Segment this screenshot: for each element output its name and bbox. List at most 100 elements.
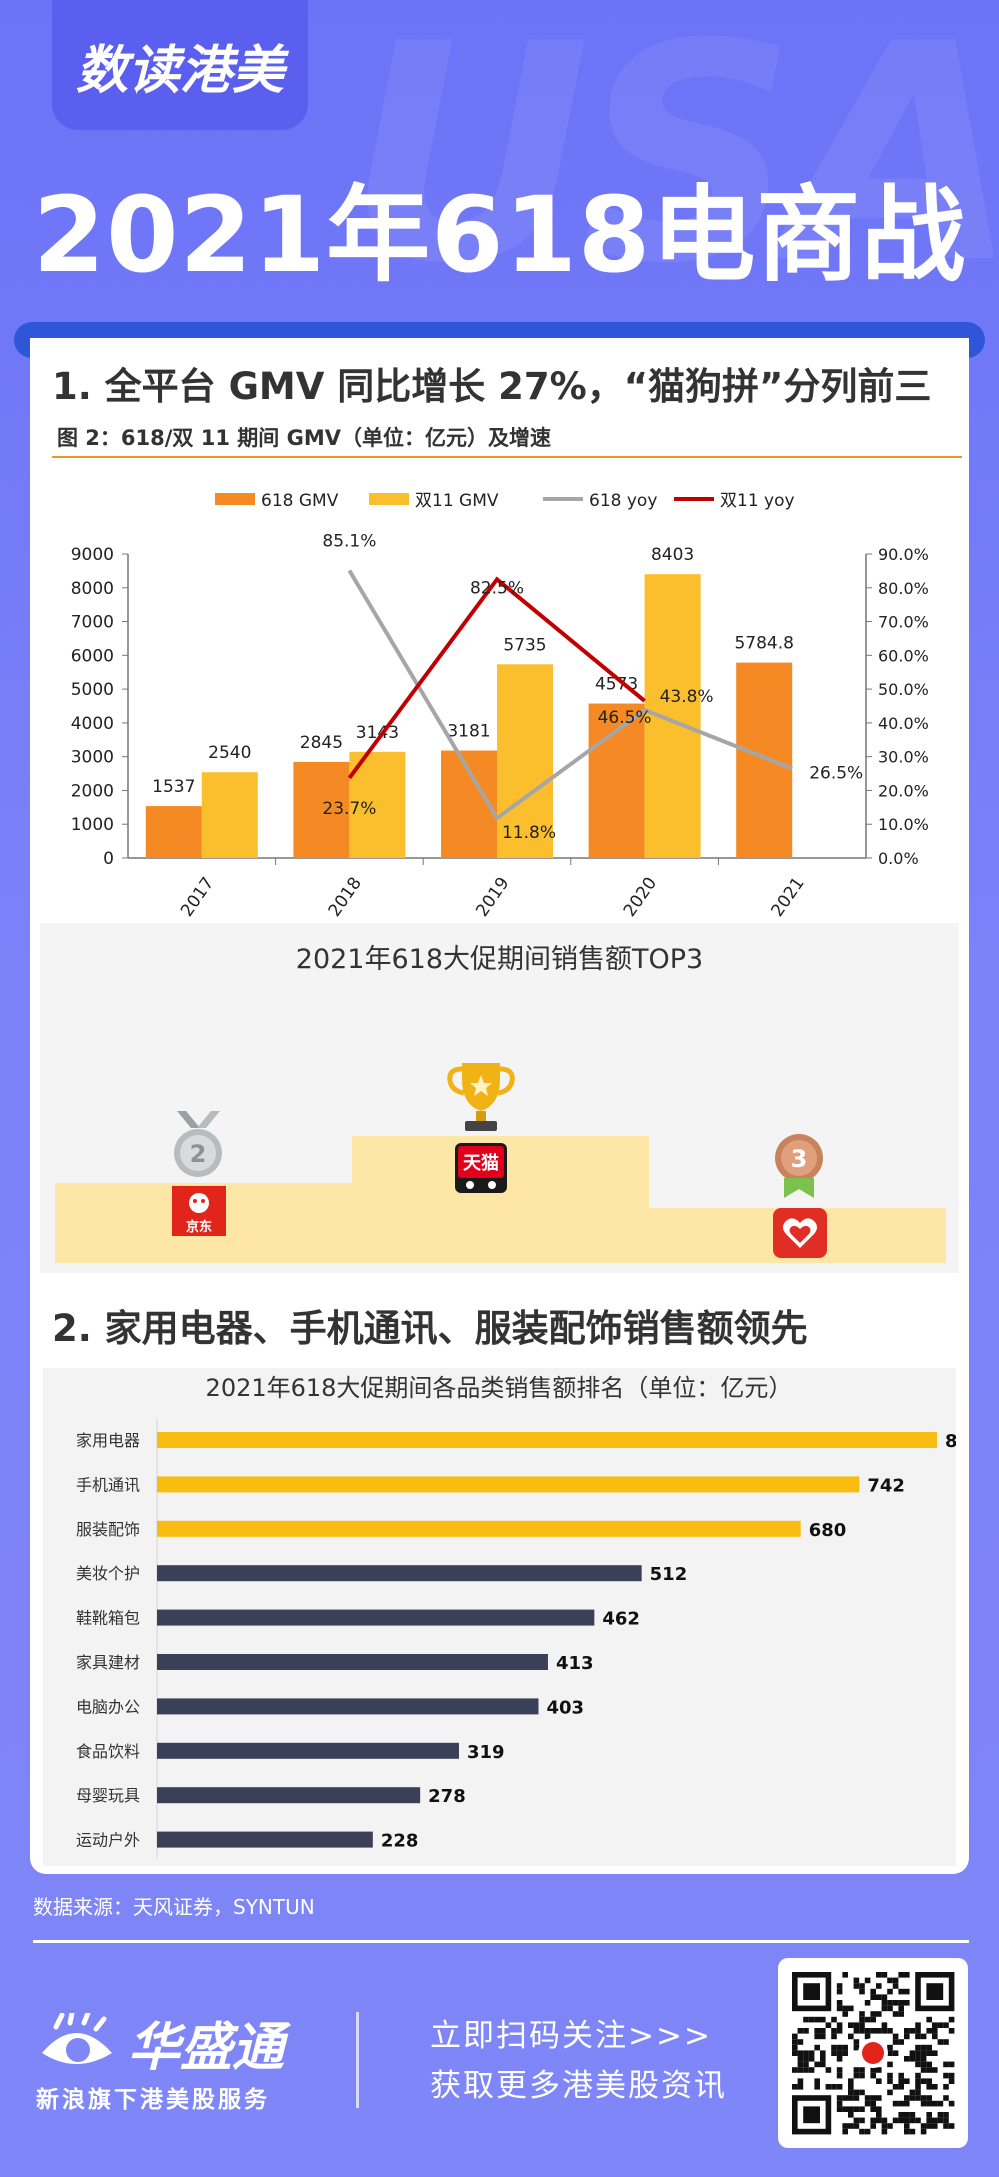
legend-label: 双11 yoy [720,491,795,511]
category-value: 512 [650,1564,688,1585]
category-bar [157,1476,860,1493]
y-tick-label-right: 50.0% [878,680,929,699]
data-source: 数据来源：天风证券，SYNTUN [33,1895,315,1919]
category-bar [157,1787,421,1804]
category-value: 462 [602,1609,640,1630]
tmall-logo: 天猫 [455,1143,507,1193]
category-value: 680 [809,1520,847,1541]
y-tick-label-left: 9000 [71,545,114,565]
legend-label: 618 GMV [261,491,339,511]
cta-scan: 立即扫码关注>>> [430,2018,712,2054]
legend-swatch [215,493,255,505]
legend-swatch [369,493,409,505]
x-tick-label: 2018 [325,874,366,920]
category-label: 服装配饰 [76,1520,140,1539]
category-label: 食品饮料 [76,1742,140,1761]
podium-graphic: 天猫 2 京东 3 [55,1063,946,1263]
category-value: 742 [867,1475,905,1496]
y-tick-label-right: 60.0% [878,646,929,665]
section1-title: 1. 全平台 GMV 同比增长 27%，“猫狗拼”分列前三 [52,365,932,408]
category-bar-chart: 2021年618大促期间各品类销售额排名（单位：亿元） 家用电器 824 手机通讯 74… [76,1374,956,1858]
category-label: 手机通讯 [76,1475,140,1494]
figure-caption: 图 2：618/双 11 期间 GMV（单位：亿元）及增速 [57,426,551,450]
x-tick-label: 2017 [177,874,218,920]
bar-data-label: 5735 [503,635,546,655]
bar-chart-title: 2021年618大促期间各品类销售额排名（单位：亿元） [206,1374,793,1402]
bar-11-gmv [497,664,553,858]
jd-logo: 京东 [172,1186,226,1236]
category-bar [157,1742,459,1759]
silver-medal-icon: 2 [174,1111,222,1177]
category-label: 电脑办公 [76,1697,140,1716]
logo-name: 华盛通 [128,2018,285,2078]
category-value: 319 [467,1742,505,1763]
y-tick-label-left: 4000 [71,714,114,734]
bar-618-gmv [145,806,202,858]
category-bar [157,1565,642,1582]
category-bar [157,1520,801,1537]
line-data-label: 43.8% [660,687,714,707]
y-tick-label-left: 8000 [71,579,114,599]
category-label: 美妆个护 [76,1564,140,1583]
bar-data-label: 3181 [447,722,490,742]
category-label: 母婴玩具 [76,1786,140,1805]
category-label: 家具建材 [76,1653,140,1672]
cta-more: 获取更多港美股资讯 [430,2068,727,2104]
line-618-yoy [347,569,793,822]
svg-text:2: 2 [190,1140,207,1168]
bar-data-label: 4573 [595,675,638,695]
bronze-medal-icon: 3 [775,1134,823,1198]
y-tick-label-left: 7000 [71,613,114,633]
y-tick-label-right: 0.0% [878,849,919,868]
bar-618-gmv [736,662,793,858]
line-data-label: 26.5% [809,763,863,783]
y-tick-label-left: 0 [103,849,114,869]
qr-code[interactable] [778,1958,968,2148]
legend-label: 618 yoy [589,491,657,511]
category-label: 运动户外 [76,1831,140,1850]
legend-label: 双11 GMV [415,491,499,511]
svg-text:天猫: 天猫 [463,1152,499,1174]
bar-data-label: 8403 [651,545,694,565]
category-bar [157,1698,539,1715]
bar-11-gmv [644,574,701,858]
y-tick-label-right: 70.0% [878,613,929,632]
bar-data-label: 2540 [208,743,251,763]
bar-data-label: 5784.8 [734,634,793,654]
category-value: 824 [945,1431,956,1452]
trophy-icon [447,1063,515,1131]
footer-divider [33,1940,969,1943]
pinduoduo-logo [773,1208,827,1258]
line-data-label: 46.5% [598,708,652,728]
bar-data-label: 2845 [300,733,343,753]
footer-logo: 华盛通 [36,2005,284,2080]
y-tick-label-right: 30.0% [878,748,929,767]
category-bar [157,1609,595,1626]
y-tick-label-right: 20.0% [878,781,929,800]
category-label: 鞋靴箱包 [76,1609,140,1628]
figure-rule [52,456,962,458]
line-data-label: 11.8% [502,823,556,843]
bar-data-label: 1537 [152,777,195,797]
x-tick-label: 2020 [620,874,661,920]
section2-title: 2. 家用电器、手机通讯、服装配饰销售额领先 [52,1307,808,1350]
category-bar [157,1432,937,1448]
category-label: 家用电器 [76,1431,140,1450]
podium-title: 2021年618大促期间销售额TOP3 [295,944,704,975]
page-title: 2021年618电商战报 [32,174,967,447]
bar-11-gmv [201,772,258,858]
logo-subtitle: 新浪旗下港美股服务 [36,2087,270,2113]
x-tick-label: 2021 [768,874,809,920]
category-bar [157,1831,373,1848]
gmv-combo-chart: 0 1000 2000 3000 4000 5000 6000 7000 8000 9000 0.0… [71,491,929,920]
qr-modules [792,1972,955,2135]
brand-tab: 数读港美 [52,0,308,130]
footer-separator [356,2012,359,2108]
y-tick-label-left: 1000 [71,815,114,835]
logo-eye-icon [36,2010,116,2073]
usa-watermark: USA [347,0,999,329]
svg-text:3: 3 [791,1145,808,1173]
y-tick-label-left: 6000 [71,646,114,666]
y-tick-label-right: 90.0% [878,545,929,564]
category-value: 278 [428,1786,466,1807]
